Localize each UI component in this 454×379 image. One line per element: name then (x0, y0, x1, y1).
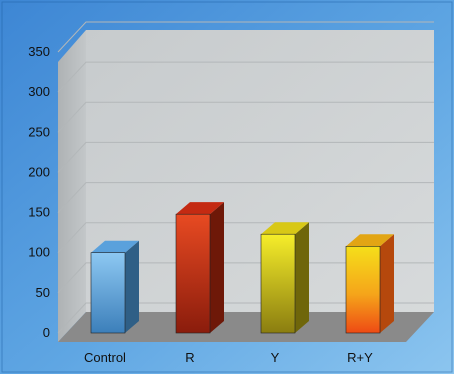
bar-top-y (261, 222, 309, 235)
gridline (57, 182, 434, 213)
gridlines (57, 21, 434, 334)
bars (90, 202, 394, 334)
y-axis-ticks: 0 50 100 150 200 250 300 350 (28, 44, 50, 340)
bar-top-r-y (346, 234, 394, 247)
side-wall (58, 30, 86, 342)
x-tick-label-control: Control (84, 350, 126, 365)
y-tick-label: 100 (28, 245, 50, 260)
chart-frame (1, 1, 453, 373)
y-tick-label: 300 (28, 84, 50, 99)
bar-top-r (176, 202, 224, 215)
y-tick-label: 350 (28, 44, 50, 59)
gridline (57, 61, 434, 93)
x-tick-label-r-y: R+Y (347, 350, 373, 365)
bar-side-control (125, 240, 139, 333)
bar-r-y (345, 246, 381, 334)
x-tick-label-r: R (185, 350, 194, 365)
y-tick-label: 200 (28, 164, 50, 179)
gridline (57, 262, 434, 294)
bar-side-r-y (380, 234, 394, 333)
gridline (57, 101, 434, 133)
gridline (57, 222, 434, 254)
back-wall (86, 30, 434, 312)
x-tick-label-y: Y (271, 350, 280, 365)
bar-side-y (295, 222, 309, 333)
bar-top-control (91, 240, 139, 253)
y-tick-label: 250 (28, 124, 50, 139)
gridline (57, 21, 434, 53)
chart-floor (58, 312, 434, 342)
bar-control (90, 252, 126, 334)
x-axis-ticks: Control R Y R+Y (84, 350, 373, 365)
bar-side-r (210, 202, 224, 333)
y-tick-label: 0 (43, 325, 50, 340)
gridline (57, 141, 434, 173)
y-tick-label: 50 (36, 285, 50, 300)
gridline (57, 302, 434, 334)
bar-r (175, 213, 211, 334)
y-tick-label: 150 (28, 205, 50, 220)
bar-y (260, 233, 296, 334)
